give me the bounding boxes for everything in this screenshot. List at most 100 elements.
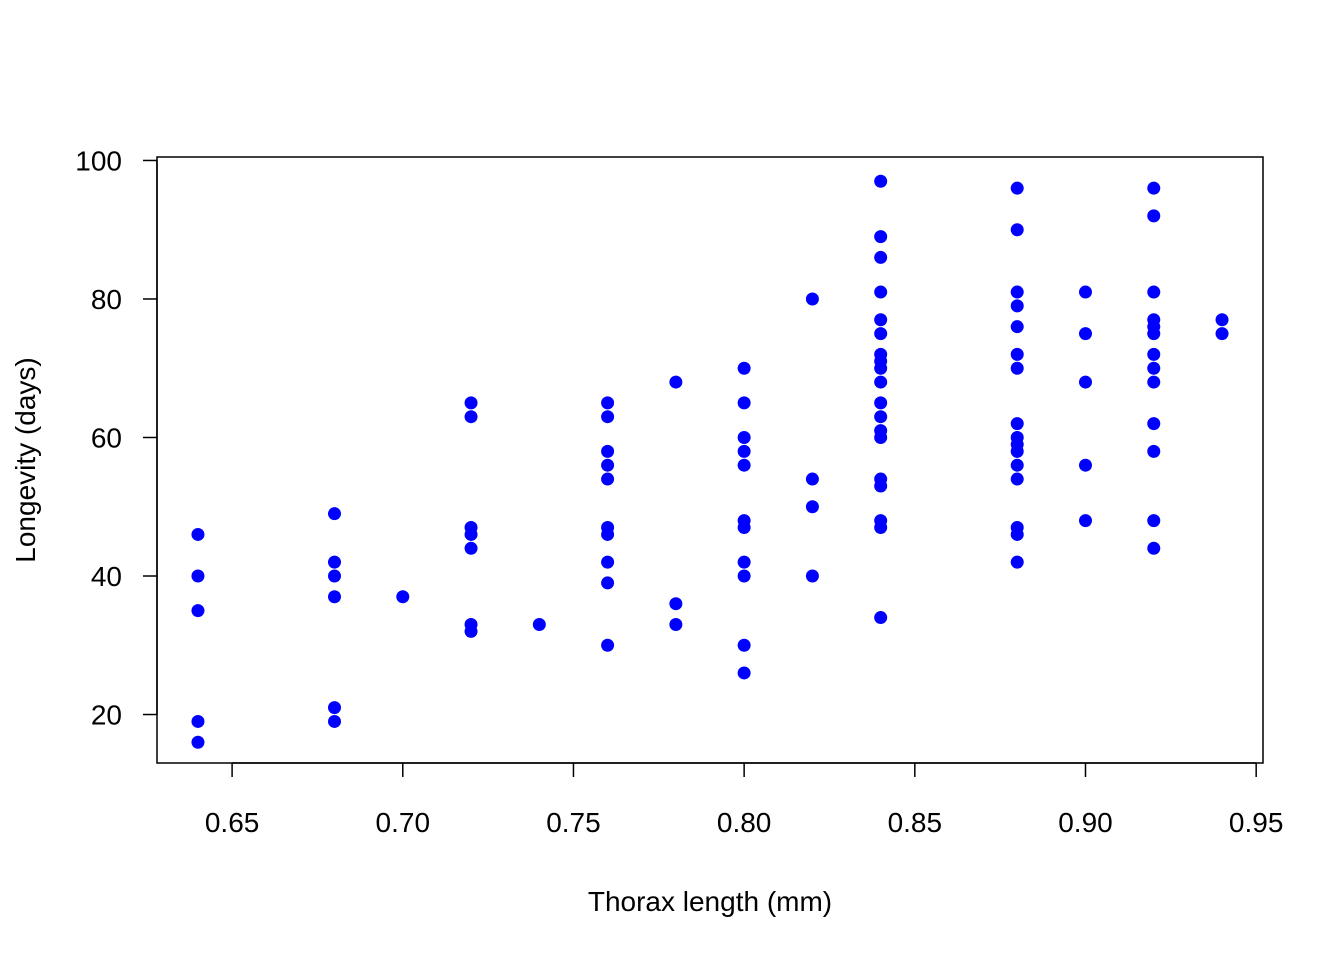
data-point xyxy=(601,458,615,472)
data-point xyxy=(601,638,615,652)
data-point xyxy=(737,638,751,652)
x-axis-title: Thorax length (mm) xyxy=(588,886,832,917)
data-point xyxy=(805,472,819,486)
data-point xyxy=(737,396,751,410)
plot-frame xyxy=(156,156,1264,764)
data-point xyxy=(191,604,205,618)
data-point xyxy=(1078,327,1092,341)
data-point xyxy=(669,617,683,631)
data-points xyxy=(191,174,1229,749)
data-point xyxy=(1010,472,1024,486)
data-point xyxy=(737,458,751,472)
data-point xyxy=(191,527,205,541)
x-tick-label: 0.90 xyxy=(1058,807,1113,838)
data-point xyxy=(601,472,615,486)
data-point xyxy=(532,617,546,631)
data-point xyxy=(1010,181,1024,195)
data-point xyxy=(1147,444,1161,458)
data-point xyxy=(1010,320,1024,334)
data-point xyxy=(1147,327,1161,341)
data-point xyxy=(328,569,342,583)
data-point xyxy=(191,735,205,749)
data-point xyxy=(464,541,478,555)
data-point xyxy=(1147,209,1161,223)
data-point xyxy=(1147,181,1161,195)
y-tick-label: 100 xyxy=(75,145,122,176)
data-point xyxy=(328,701,342,715)
data-point xyxy=(737,666,751,680)
data-point xyxy=(874,430,888,444)
y-tick-label: 80 xyxy=(91,284,122,315)
data-point xyxy=(737,430,751,444)
x-tick-label: 0.85 xyxy=(888,807,943,838)
data-point xyxy=(874,313,888,327)
data-point xyxy=(805,500,819,514)
data-point xyxy=(737,521,751,535)
data-point xyxy=(1078,285,1092,299)
data-point xyxy=(1010,417,1024,431)
data-point xyxy=(1147,541,1161,555)
data-point xyxy=(1078,514,1092,528)
data-point xyxy=(328,507,342,521)
data-point xyxy=(464,410,478,424)
data-point xyxy=(601,396,615,410)
data-point xyxy=(1215,327,1229,341)
data-point xyxy=(874,250,888,264)
data-point xyxy=(328,555,342,569)
data-point xyxy=(1147,347,1161,361)
data-point xyxy=(191,569,205,583)
data-point xyxy=(737,444,751,458)
data-point xyxy=(1010,555,1024,569)
data-point xyxy=(1010,527,1024,541)
data-point xyxy=(874,361,888,375)
data-point xyxy=(328,714,342,728)
data-point xyxy=(1147,514,1161,528)
data-point xyxy=(1147,375,1161,389)
x-axis: 0.65 0.70 0.75 0.80 0.85 0.90 0.95 xyxy=(205,762,1284,838)
data-point xyxy=(874,521,888,535)
data-point xyxy=(1010,361,1024,375)
x-tick-label: 0.70 xyxy=(376,807,431,838)
data-point xyxy=(874,611,888,625)
data-point xyxy=(464,527,478,541)
data-point xyxy=(1078,458,1092,472)
data-point xyxy=(737,555,751,569)
x-tick-label: 0.75 xyxy=(546,807,601,838)
data-point xyxy=(601,527,615,541)
x-tick-label: 0.95 xyxy=(1229,807,1284,838)
data-point xyxy=(874,410,888,424)
data-point xyxy=(874,174,888,188)
data-point xyxy=(669,375,683,389)
data-point xyxy=(737,569,751,583)
data-point xyxy=(805,292,819,306)
data-point xyxy=(874,285,888,299)
data-point xyxy=(601,576,615,590)
data-point xyxy=(737,361,751,375)
data-point xyxy=(874,375,888,389)
y-tick-label: 40 xyxy=(91,561,122,592)
data-point xyxy=(1078,375,1092,389)
data-point xyxy=(1147,417,1161,431)
data-point xyxy=(328,590,342,604)
data-point xyxy=(1147,285,1161,299)
data-point xyxy=(464,396,478,410)
x-tick-label: 0.65 xyxy=(205,807,260,838)
data-point xyxy=(601,444,615,458)
data-point xyxy=(1215,313,1229,327)
y-axis: 20 40 60 80 100 xyxy=(75,145,158,731)
data-point xyxy=(396,590,410,604)
y-tick-label: 20 xyxy=(91,700,122,731)
data-point xyxy=(601,555,615,569)
data-point xyxy=(805,569,819,583)
data-point xyxy=(874,479,888,493)
data-point xyxy=(669,597,683,611)
data-point xyxy=(874,396,888,410)
data-point xyxy=(1010,444,1024,458)
data-point xyxy=(1010,347,1024,361)
data-point xyxy=(874,230,888,244)
data-point xyxy=(1010,285,1024,299)
y-tick-label: 60 xyxy=(91,422,122,453)
data-point xyxy=(874,327,888,341)
data-point xyxy=(464,624,478,638)
